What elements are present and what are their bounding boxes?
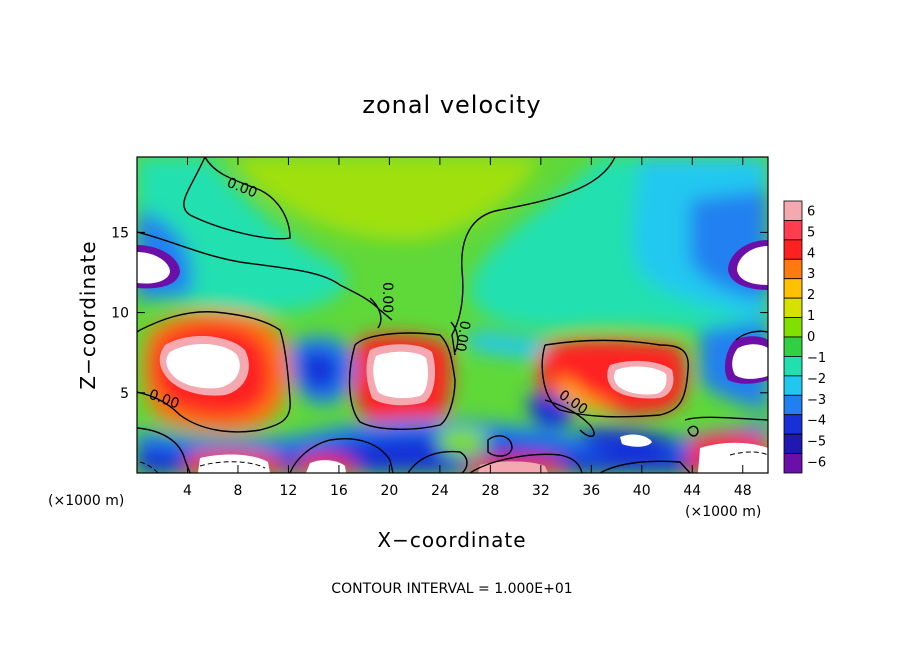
colorbar-swatch <box>783 453 803 474</box>
colorbar-label: 5 <box>807 225 815 240</box>
colorbar-swatch <box>783 317 803 338</box>
y-tick-label: 10 <box>111 306 129 322</box>
x-tick-label: 12 <box>280 483 298 499</box>
x-tick-label: 20 <box>380 483 398 499</box>
y-axis: 5 10 15 <box>111 225 768 402</box>
velocity-field <box>137 157 768 473</box>
chart-title: zonal velocity <box>362 91 541 119</box>
colorbar-swatch <box>783 394 803 416</box>
x-tick-label: 24 <box>431 483 449 499</box>
colorbar: 6 5 4 3 2 1 0 −1 −2 −3 −4 −5 −6 <box>783 200 826 474</box>
contour-label: 0.00 <box>452 319 473 352</box>
x-axis-label: X−coordinate <box>377 528 526 552</box>
x-tick-label: 32 <box>532 483 550 499</box>
colorbar-label: −4 <box>807 414 826 429</box>
contour-interval-note: CONTOUR INTERVAL = 1.000E+01 <box>331 581 572 597</box>
colorbar-swatch <box>783 258 803 280</box>
x-tick-label: 36 <box>582 483 600 499</box>
colorbar-swatch <box>783 200 803 221</box>
y-axis-label: Z−coordinate <box>76 240 100 389</box>
x-unit-label-left: (×1000 m) <box>48 493 124 509</box>
x-tick-label: 48 <box>734 483 752 499</box>
contour-label: 0.00 <box>379 282 395 313</box>
x-tick-label: 44 <box>683 483 701 499</box>
colorbar-label: 1 <box>807 309 815 324</box>
x-tick-label: 4 <box>183 483 192 499</box>
colorbar-swatch <box>783 336 803 357</box>
x-tick-label: 28 <box>481 483 499 499</box>
colorbar-label: −3 <box>807 393 826 408</box>
colorbar-swatch <box>783 375 803 396</box>
colorbar-label: 2 <box>807 288 815 303</box>
colorbar-swatch <box>783 433 803 454</box>
plot-frame <box>136 156 769 474</box>
colorbar-label: −1 <box>807 351 826 366</box>
colorbar-label: 6 <box>807 204 815 219</box>
y-tick-label: 5 <box>120 386 129 402</box>
colorbar-label: 4 <box>807 246 815 261</box>
colorbar-label: 0 <box>807 330 815 345</box>
colorbar-label: 3 <box>807 267 815 282</box>
colorbar-swatch <box>783 356 803 377</box>
colorbar-label: −5 <box>807 435 826 450</box>
x-axis: 4 8 12 16 20 24 28 32 36 40 44 48 <box>183 157 752 499</box>
x-tick-label: 8 <box>233 483 242 499</box>
colorbar-swatch <box>783 239 803 260</box>
y-tick-label: 15 <box>111 225 129 241</box>
x-tick-label: 16 <box>330 483 348 499</box>
colorbar-label: −2 <box>807 372 826 387</box>
x-tick-label: 40 <box>633 483 651 499</box>
colorbar-swatch <box>783 414 803 435</box>
colorbar-swatch <box>783 278 803 299</box>
colorbar-swatch <box>783 297 803 318</box>
x-unit-label-right: (×1000 m) <box>685 504 761 520</box>
colorbar-label: −6 <box>807 456 826 471</box>
colorbar-swatch <box>783 220 803 241</box>
